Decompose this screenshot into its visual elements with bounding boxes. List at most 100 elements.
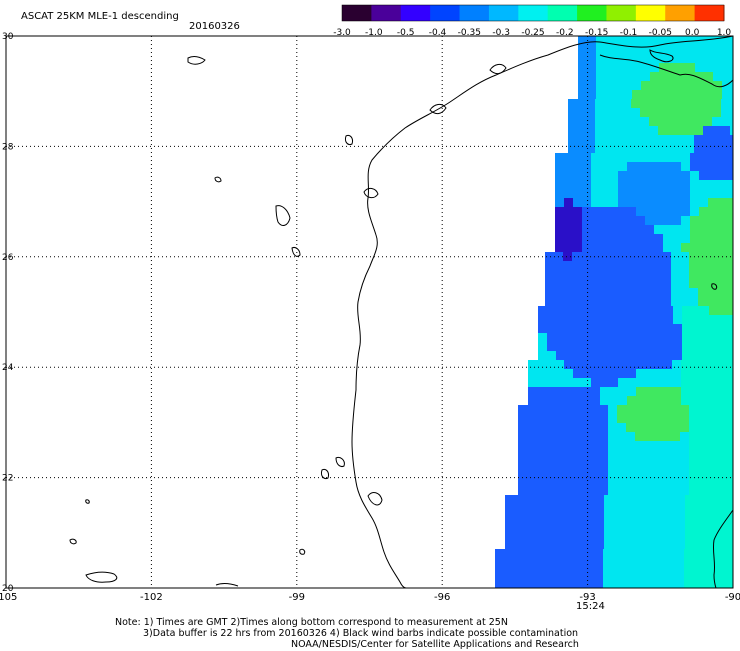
swath-cell — [671, 432, 680, 441]
swath-cell — [573, 378, 582, 387]
swath-cell — [645, 180, 654, 189]
swath-cell — [574, 324, 583, 333]
swath-cell — [599, 477, 608, 486]
swath-cell — [626, 432, 635, 441]
swath-cell — [545, 477, 554, 486]
swath-cell — [725, 252, 733, 261]
swath-cell — [565, 342, 574, 351]
swath-cell — [725, 423, 733, 432]
swath-cell — [659, 36, 668, 45]
swath-cell — [703, 531, 712, 540]
swath-cell — [649, 144, 658, 153]
swath-cell — [675, 576, 684, 585]
swath-cell — [663, 189, 672, 198]
swath-cell — [574, 342, 583, 351]
swath-cell — [630, 567, 639, 576]
swath-cell — [617, 423, 626, 432]
swath-cell — [716, 288, 725, 297]
swath-cell — [608, 468, 617, 477]
swath-cell — [554, 414, 563, 423]
swath-cell — [725, 405, 733, 414]
swath-cell — [655, 324, 664, 333]
swath-cell — [709, 315, 718, 324]
swath-cell — [640, 135, 649, 144]
swath-cell — [555, 216, 564, 225]
note-line-2: 3)Data buffer is 22 hrs from 20160326 4)… — [143, 628, 579, 639]
swath-cell — [574, 306, 583, 315]
swath-cell — [582, 387, 591, 396]
swath-cell — [631, 531, 640, 540]
swath-cell — [595, 495, 604, 504]
swath-cell — [568, 135, 577, 144]
swath-cell — [555, 153, 564, 162]
swath-cell — [558, 576, 567, 585]
swath-cell — [532, 495, 541, 504]
swath-cell — [546, 360, 555, 369]
swath-cell — [681, 378, 690, 387]
swath-cell — [639, 585, 648, 588]
swath-cell — [682, 342, 691, 351]
swath-cell — [636, 243, 645, 252]
swath-cell — [573, 198, 582, 207]
swath-cell — [495, 558, 504, 567]
swath-cell — [649, 540, 658, 549]
swath-cell — [550, 504, 559, 513]
swath-cell — [676, 495, 685, 504]
swath-cell — [676, 531, 685, 540]
swath-cell — [649, 126, 658, 135]
swath-cell — [663, 198, 672, 207]
swath-cell — [659, 81, 668, 90]
swath-cell — [617, 450, 626, 459]
swath-cell — [581, 423, 590, 432]
swath-cell — [626, 405, 635, 414]
swath-cell — [622, 504, 631, 513]
swath-cell — [536, 405, 545, 414]
swath-cell — [545, 468, 554, 477]
swath-cell — [590, 432, 599, 441]
swath-cell — [564, 369, 573, 378]
swath-cell — [604, 513, 613, 522]
latitude-tick-label: 26 — [2, 253, 14, 263]
swath-cell — [721, 513, 730, 522]
swath-cell — [716, 468, 725, 477]
swath-cell — [721, 504, 730, 513]
swath-cell — [685, 504, 694, 513]
swath-cell — [556, 324, 565, 333]
swath-cell — [564, 387, 573, 396]
swath-cell — [538, 306, 547, 315]
swath-cell — [641, 45, 650, 54]
swath-cell — [655, 306, 664, 315]
swath-cell — [581, 441, 590, 450]
swath-cell — [590, 414, 599, 423]
swath-cell — [717, 234, 726, 243]
swath-cell — [536, 441, 545, 450]
swath-cell — [650, 36, 659, 45]
swath-cell — [554, 297, 563, 306]
swath-cell — [563, 288, 572, 297]
swath-cell — [555, 207, 564, 216]
swath-cell — [618, 198, 627, 207]
swath-cell — [703, 99, 712, 108]
swath-cell — [591, 234, 600, 243]
swath-cell — [622, 135, 631, 144]
swath-cell — [585, 585, 594, 588]
swath-cell — [600, 243, 609, 252]
swath-cell — [618, 207, 627, 216]
swath-cell — [725, 441, 733, 450]
swath-cell — [599, 423, 608, 432]
swath-cell — [577, 135, 586, 144]
swath-cell — [626, 486, 635, 495]
swath-cell — [700, 333, 709, 342]
swath-cell — [640, 522, 649, 531]
swath-cell — [582, 189, 591, 198]
swath-cell — [514, 495, 523, 504]
swath-cell — [541, 495, 550, 504]
swath-cell — [672, 225, 681, 234]
swath-cell — [644, 459, 653, 468]
swath-cell — [591, 243, 600, 252]
swath-cell — [649, 513, 658, 522]
swath-cell — [671, 252, 680, 261]
swath-cell — [591, 396, 600, 405]
swath-cell — [721, 540, 730, 549]
